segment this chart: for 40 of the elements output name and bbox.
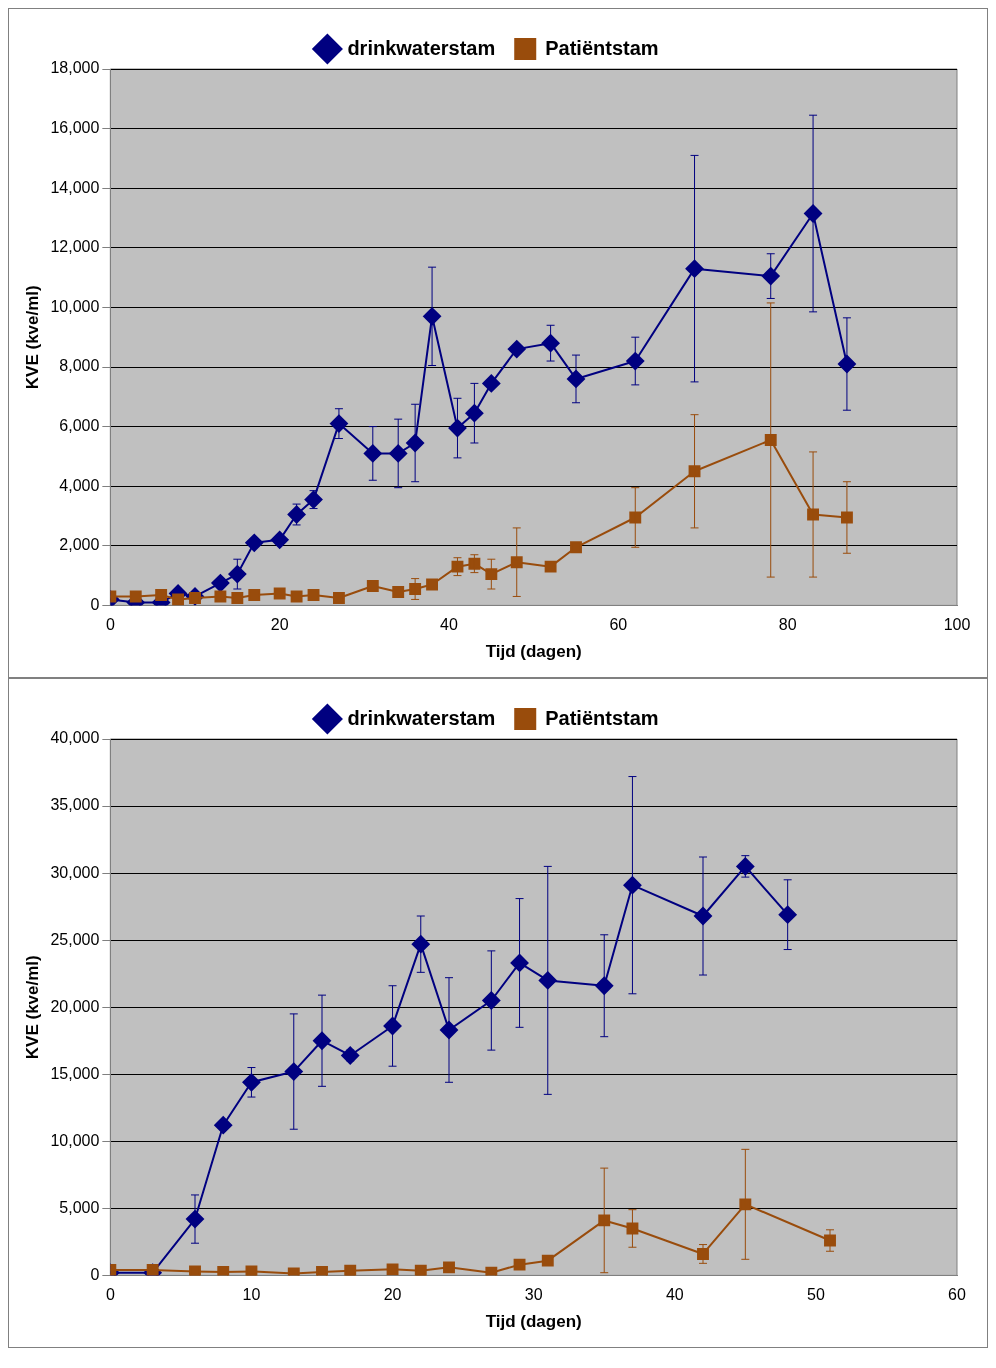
y-tick-label: 0: [90, 1265, 100, 1283]
y-tick-label: 10,000: [50, 297, 100, 315]
y-tick-label: 30,000: [50, 863, 100, 881]
x-tick-label: 60: [609, 616, 628, 634]
x-tick-label: 20: [270, 616, 289, 634]
y-tick-label: 16,000: [50, 119, 100, 137]
y-tick-label: 2,000: [59, 536, 100, 554]
x-tick-label: 30: [524, 1286, 543, 1304]
x-tick-label: 20: [383, 1286, 402, 1304]
y-tick-label: 12,000: [50, 238, 100, 256]
x-axis-title: Tijd (dagen): [485, 642, 582, 662]
y-axis-title: KVE (kve/ml): [22, 955, 42, 1060]
x-tick-label: 40: [440, 616, 458, 634]
x-axis-title: Tijd (dagen): [485, 1312, 582, 1332]
y-tick-label: 6,000: [59, 417, 100, 435]
legend-label: Patiëntstam: [545, 36, 659, 59]
y-tick-label: 40,000: [50, 729, 100, 747]
y-tick-label: 8,000: [59, 357, 100, 375]
y-tick-label: 20,000: [50, 997, 100, 1015]
x-tick-label: 100: [943, 616, 971, 634]
y-tick-label: 10,000: [50, 1131, 100, 1149]
x-tick-label: 40: [665, 1286, 684, 1304]
legend-label: Patiëntstam: [545, 706, 659, 729]
y-axis-title: KVE (kve/ml): [22, 285, 42, 390]
legend-label: drinkwaterstam: [347, 36, 496, 59]
y-tick-label: 4,000: [59, 476, 100, 494]
x-tick-label: 10: [242, 1286, 261, 1304]
y-tick-label: 0: [90, 595, 100, 613]
y-tick-label: 5,000: [59, 1198, 100, 1216]
x-tick-label: 0: [105, 1286, 115, 1304]
x-tick-label: 80: [778, 616, 797, 634]
legend-label: drinkwaterstam: [347, 706, 496, 729]
x-tick-label: 60: [948, 1286, 966, 1304]
y-tick-label: 14,000: [50, 178, 100, 196]
y-tick-label: 35,000: [50, 796, 100, 814]
x-tick-label: 50: [806, 1286, 825, 1304]
y-tick-label: 18,000: [50, 59, 100, 77]
y-tick-label: 25,000: [50, 930, 100, 948]
y-tick-label: 15,000: [50, 1064, 100, 1082]
x-tick-label: 0: [105, 616, 115, 634]
